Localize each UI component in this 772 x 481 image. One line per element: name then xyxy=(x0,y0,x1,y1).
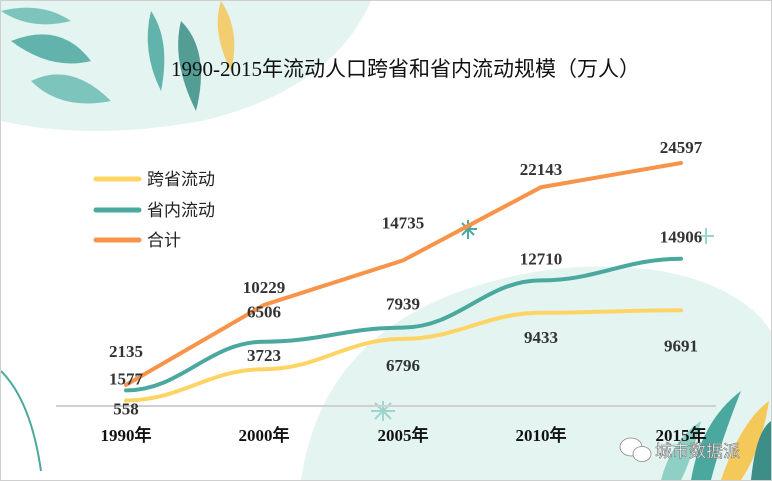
x-tick-label: 1990年 xyxy=(101,425,152,445)
legend-item-intra-province: 省内流动 xyxy=(93,201,215,221)
data-label: 12710 xyxy=(520,249,563,268)
data-label: 14735 xyxy=(382,213,425,232)
data-label: 6796 xyxy=(386,356,420,375)
data-label: 7939 xyxy=(386,295,420,314)
legend-item-total: 合计 xyxy=(93,231,181,251)
watermark: 城市数据派 xyxy=(619,437,740,462)
plant-corner-icon xyxy=(661,391,771,480)
legend-label: 省内流动 xyxy=(147,201,215,221)
data-label: 3723 xyxy=(247,346,281,365)
legend-label: 跨省流动 xyxy=(147,170,215,190)
x-tick-label: 2000年 xyxy=(239,425,290,445)
legend: 跨省流动 省内流动 合计 xyxy=(93,170,215,251)
series-line-0 xyxy=(124,308,683,403)
legend-label: 合计 xyxy=(147,231,181,251)
data-label: 9691 xyxy=(664,336,698,355)
leaf-cluster-icon xyxy=(1,1,235,111)
data-label: 2135 xyxy=(109,342,143,361)
wechat-icon xyxy=(619,437,652,462)
x-tick-label: 2010年 xyxy=(516,425,567,445)
x-tick-label: 2015年 xyxy=(656,425,707,445)
data-label: 10229 xyxy=(243,278,286,297)
data-label: 24597 xyxy=(660,138,703,157)
series-line-1 xyxy=(124,256,683,393)
data-label: 6506 xyxy=(247,303,281,322)
chart-title: 1990-2015年流动人口跨省和省内流动规模（万人） xyxy=(171,57,640,81)
x-tick-label: 2005年 xyxy=(378,425,429,445)
data-label: 14906 xyxy=(660,228,703,247)
data-label: 1577 xyxy=(109,369,144,388)
data-label: 22143 xyxy=(520,160,563,179)
data-label: 558 xyxy=(113,399,139,418)
series-line-2 xyxy=(124,160,683,387)
watermark-text: 城市数据派 xyxy=(655,442,740,462)
data-label: 9433 xyxy=(524,328,558,347)
legend-item-cross-province: 跨省流动 xyxy=(93,170,215,190)
